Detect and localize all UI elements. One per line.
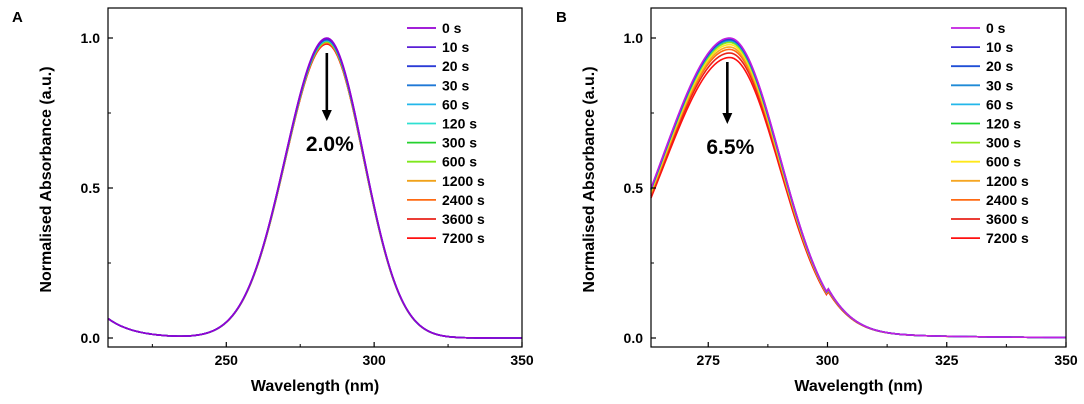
arrow-head [321,110,332,121]
legend-label: 300 s [986,135,1021,151]
panel-a: A 250 300 350 0.0 0.5 1.0 0 s 10 s 20 s 30 s 60 s… [12,7,534,395]
legend-label: 3600 s [986,211,1029,227]
y-tick-label: 0.0 [624,330,644,346]
panel-b-annotation: 6.5% [706,136,754,159]
panel-a-xlabel: Wavelength (nm) [251,378,379,395]
legend-label: 20 s [442,58,469,74]
panel-b-legend: 0 s 10 s 20 s 30 s 60 s 120 s 300 s 600 s 1200 s… [951,20,1029,246]
panel-b-frame [650,7,1067,348]
x-tick-label: 325 [935,352,959,368]
legend-label: 30 s [986,77,1013,93]
legend-label: 7200 s [986,230,1029,246]
legend-label: 10 s [986,39,1013,55]
legend-label: 60 s [986,96,1013,112]
panel-b-xlabel: Wavelength (nm) [794,378,922,395]
legend-label: 0 s [442,20,462,36]
panel-a-frame [107,7,523,348]
legend-label: 30 s [442,77,469,93]
legend-label: 2400 s [986,192,1029,208]
legend-label: 1200 s [986,173,1029,189]
panel-a-annotation: 2.0% [306,133,354,156]
legend-label: 10 s [442,39,469,55]
legend-label: 600 s [986,154,1021,170]
panel-a-ticks: 250 300 350 0.0 0.5 1.0 [81,30,534,368]
legend-label: 600 s [442,154,477,170]
legend-label: 3600 s [442,211,485,227]
y-tick-label: 1.0 [624,30,644,46]
panel-b-ylabel: Normalised Absorbance (a.u.) [581,66,598,292]
panel-a-series [107,37,522,339]
x-tick-label: 275 [697,352,721,368]
legend-label: 120 s [986,116,1021,132]
legend-label: 1200 s [442,173,485,189]
y-tick-label: 0.0 [81,330,101,346]
panel-a-ylabel: Normalised Absorbance (a.u.) [38,66,55,292]
panel-letter-a: A [12,9,23,26]
panel-b-arrow [722,62,733,124]
panel-a-legend: 0 s 10 s 20 s 30 s 60 s 120 s 300 s 600 s 1200 s… [407,20,485,246]
legend-label: 7200 s [442,230,485,246]
series-line-0s [107,37,522,339]
legend-label: 60 s [442,96,469,112]
x-tick-label: 300 [362,352,386,368]
legend-label: 120 s [442,116,477,132]
x-tick-label: 300 [816,352,840,368]
x-tick-label: 350 [510,352,534,368]
x-tick-label: 250 [215,352,239,368]
panel-a-arrow [321,53,332,121]
legend-label: 300 s [442,135,477,151]
y-tick-label: 0.5 [624,180,644,196]
x-tick-label: 350 [1054,352,1078,368]
panel-b-ticks: 275 300 325 350 0.0 0.5 1.0 [624,30,1078,368]
panel-letter-b: B [556,9,567,26]
panel-b: B 275 300 325 350 0.0 0.5 1.0 0 s 10 s 20 s 30 s 6… [556,7,1078,395]
y-tick-label: 1.0 [81,30,101,46]
legend-label: 0 s [986,20,1006,36]
legend-label: 20 s [986,58,1013,74]
panel-b-series [650,37,1067,339]
series-line-0s [650,37,1067,339]
arrow-head [722,113,733,124]
y-tick-label: 0.5 [81,180,101,196]
legend-label: 2400 s [442,192,485,208]
